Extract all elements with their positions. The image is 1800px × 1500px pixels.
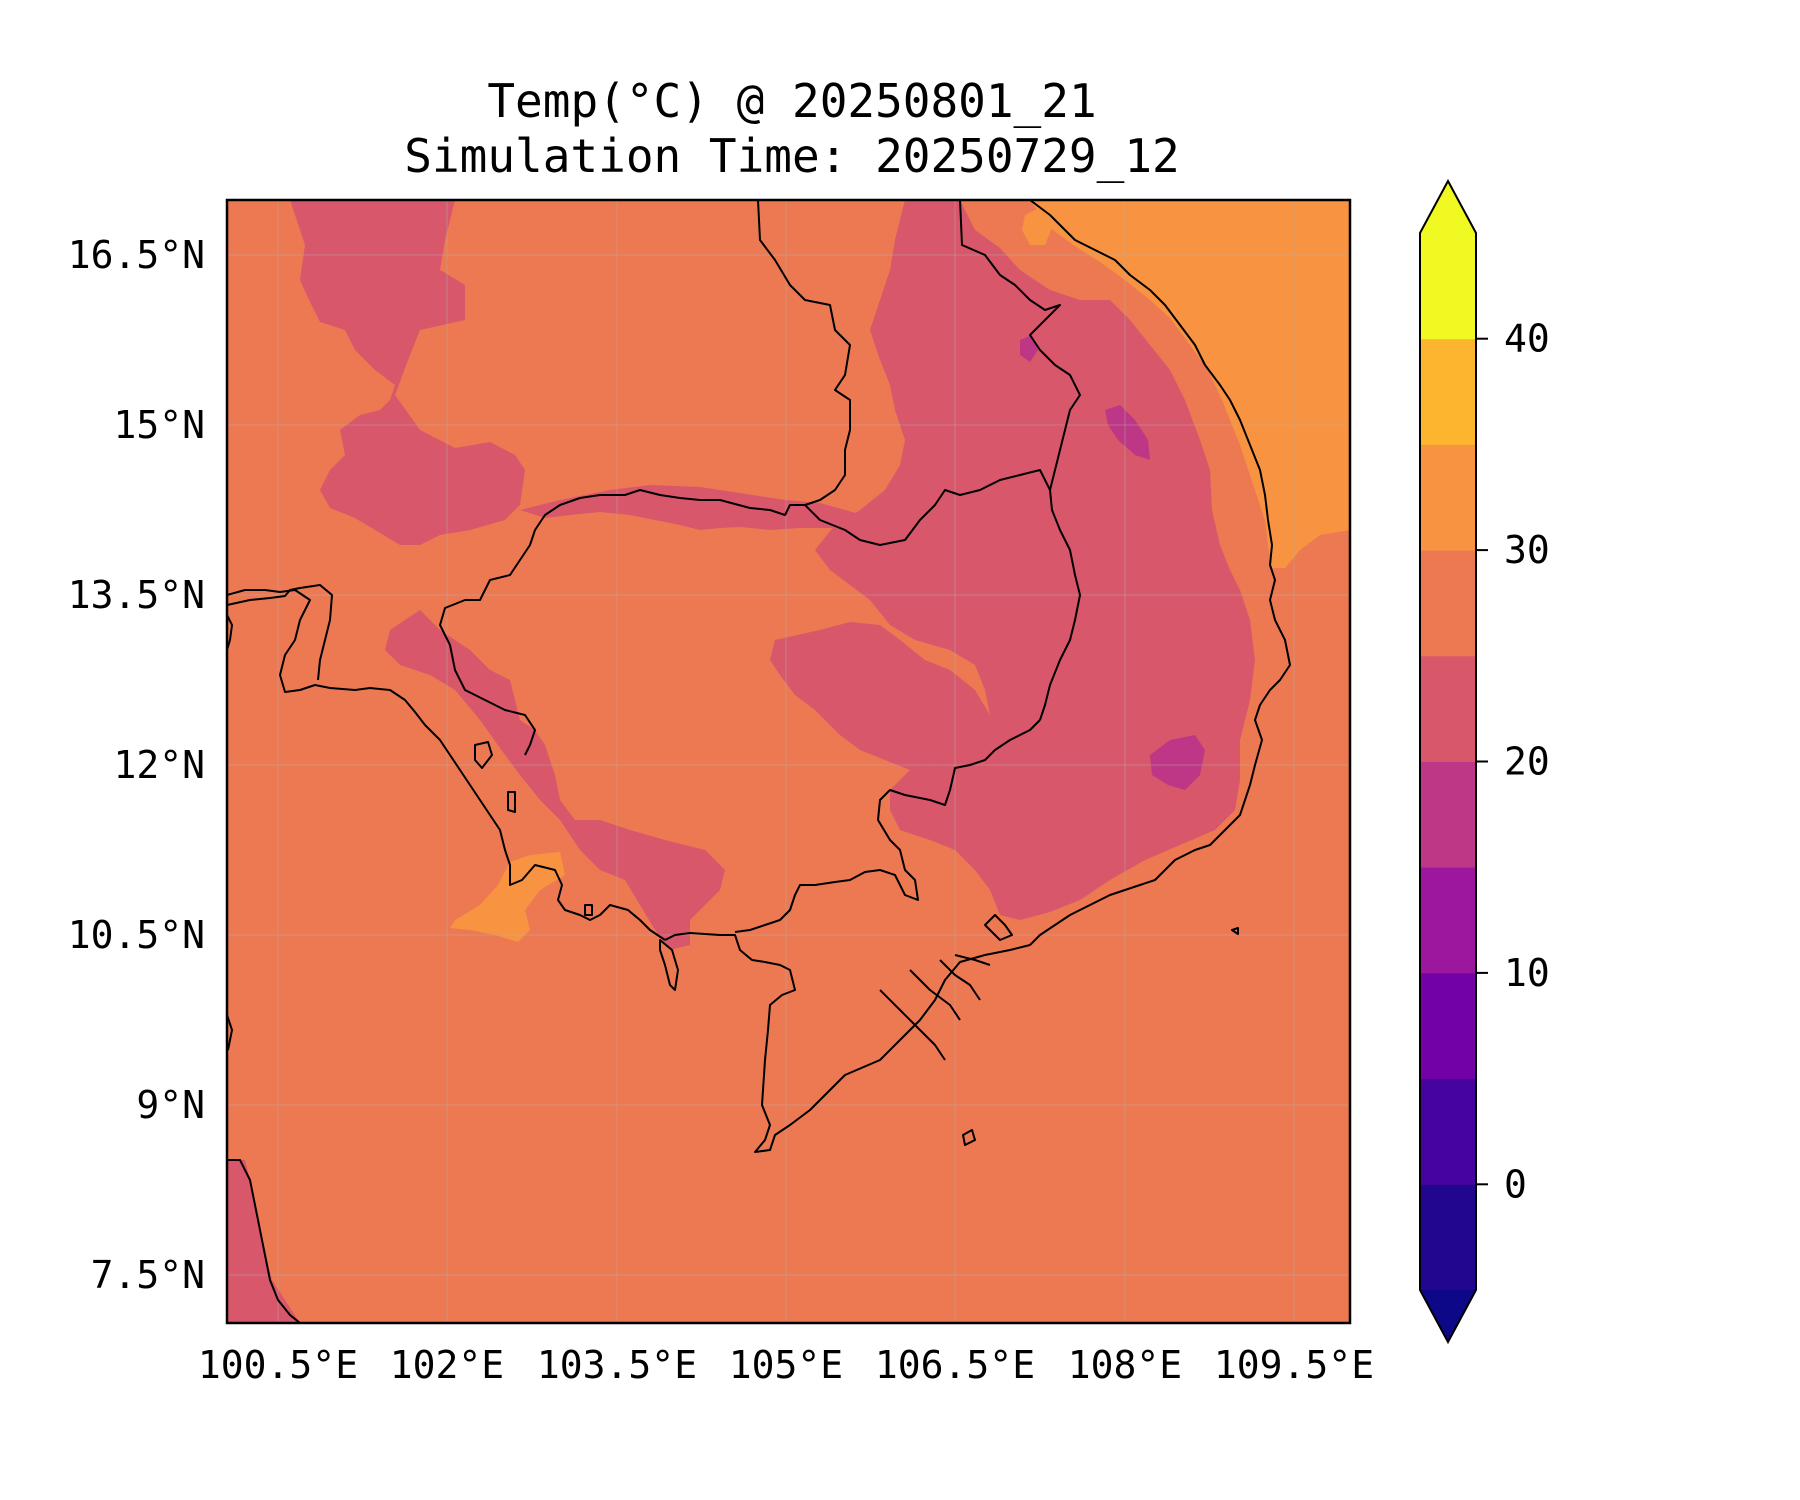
cool-region-northwest [290,200,525,545]
warm-spot-gulf-thailand [450,852,565,942]
colorbar-segment [1420,1184,1476,1291]
colorbar-segment [1420,655,1476,762]
border-laos-cambodia [804,469,1051,546]
y-tick-label: 7.5°N [91,1253,205,1297]
map-frame [225,198,1352,1325]
colorbar-tick-label: 30 [1504,528,1550,572]
y-tick-label: 10.5°N [68,913,205,957]
cool-region-cambodia-west [385,610,725,950]
island-con-son [962,1129,976,1146]
figure-title-line2: Simulation Time: 20250729_12 [404,129,1179,183]
warm-spot-north-coast [1022,205,1055,245]
colorbar-under-arrow [1420,1290,1476,1342]
delta-channel-2 [909,969,961,1021]
border-thailand-myanmar [227,584,333,681]
cool-region-far-southwest [227,1160,300,1323]
y-tick-label: 15°N [113,403,205,447]
colorbar-tick-label: 10 [1504,951,1550,995]
border-thailand-cambodia [439,489,805,756]
delta-channel-1 [879,989,946,1061]
cold-pocket-2 [1150,735,1205,790]
x-tick-label: 103.5°E [537,1343,697,1387]
colorbar-tick-label: 0 [1504,1162,1527,1206]
delta-channel-4 [954,954,991,966]
delta-channel-3 [939,959,981,1001]
colorbar-segment [1420,1078,1476,1185]
colorbar-tick-label: 40 [1504,317,1550,361]
colorbar-segment [1420,550,1476,657]
colorbar: 0 10 20 30 40 [1419,178,1550,1345]
island-gulf-2 [584,904,593,916]
colorbar-outline [1419,178,1477,1345]
coastline-west-edge-2 [227,1014,233,1051]
colorbar-segment [1420,233,1476,340]
y-tick-label: 13.5°N [68,573,205,617]
x-tick-label: 102°E [390,1343,504,1387]
island-ko-kong [474,741,493,769]
border-cambodia-vietnam [734,719,1041,933]
y-tick-label: 16.5°N [68,233,205,277]
y-tick-label: 9°N [136,1083,205,1127]
colorbar-segment [1420,867,1476,974]
figure-title-line1: Temp(°C) @ 20250801_21 [487,74,1096,128]
graticule [227,200,1350,1323]
colorbar-segment [1420,338,1476,445]
coastline-east [1029,200,1291,946]
island-gulf-1 [507,791,516,813]
x-tick-label: 106.5°E [875,1343,1035,1387]
colorbar-segment [1420,761,1476,868]
x-axis-ticks: 100.5°E 102°E 103.5°E 105°E 106.5°E 108°… [198,1343,1374,1387]
border-laos-vietnam-north [959,200,1081,721]
y-tick-label: 12°N [113,743,205,787]
colorbar-segment [1420,972,1476,1080]
cold-pocket-1 [1105,405,1150,460]
coastline-mekong-delta [664,932,1031,1153]
island-phu-quoc [659,939,679,991]
island-small-east [1231,927,1239,935]
cool-region-laos-vietnam [815,200,1255,920]
colorbar-over-arrow [1420,181,1476,233]
coastline-malay-peninsula [227,1159,301,1323]
y-axis-ticks: 16.5°N 15°N 13.5°N 12°N 10.5°N 9°N 7.5°N [68,233,205,1297]
x-tick-label: 109.5°E [1214,1343,1374,1387]
x-tick-label: 100.5°E [198,1343,358,1387]
coastline-gulf-thailand [227,589,666,941]
cool-region-north-central [520,485,890,530]
border-thailand-laos [757,200,851,506]
warm-sea-region [1030,200,1350,568]
delta-channel-5 [984,914,1013,941]
coastline-west-edge [227,614,233,651]
colorbar-segment [1420,444,1476,551]
x-tick-label: 105°E [729,1343,843,1387]
x-tick-label: 108°E [1068,1343,1182,1387]
cool-region-cambodia-northeast [770,622,990,770]
colorbar-tick-label: 20 [1504,740,1550,784]
map-panel [227,200,1350,1323]
